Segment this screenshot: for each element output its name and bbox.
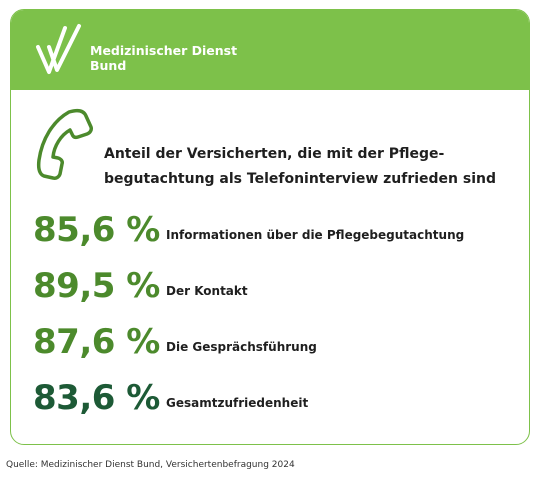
- stat-value: 85,6 %: [33, 210, 160, 250]
- stat-row-conversation: 87,6 % Die Gesprächsführung: [33, 319, 523, 365]
- brand-name-line1: Medizinischer Dienst: [90, 43, 238, 58]
- stat-value: 87,6 %: [33, 322, 160, 362]
- stat-value: 89,5 %: [33, 266, 160, 306]
- stat-row-information: 85,6 % Informationen über die Pflegebegu…: [33, 207, 523, 253]
- stat-label: Die Gesprächsführung: [166, 340, 317, 354]
- stat-value: 83,6 %: [33, 378, 160, 418]
- stat-label: Gesamtzufriedenheit: [166, 396, 309, 410]
- infographic-card: Medizinischer Dienst Bund Anteil der Ver…: [10, 9, 530, 445]
- phone-handset-icon: [36, 108, 93, 180]
- source-note: Quelle: Medizinischer Dienst Bund, Versi…: [6, 460, 295, 470]
- headline-line1: Anteil der Versicherten, die mit der Pfl…: [104, 146, 445, 162]
- stat-label: Der Kontakt: [166, 284, 248, 298]
- stat-label: Informationen über die Pflegebegutachtun…: [166, 228, 465, 242]
- checkmark-logo-icon: [36, 24, 81, 74]
- brand-name-line2: Bund: [90, 58, 127, 73]
- stat-row-overall: 83,6 % Gesamtzufriedenheit: [33, 375, 523, 421]
- headline-line2: begutachtung als Telefoninterview zufrie…: [104, 171, 497, 187]
- stat-row-contact: 89,5 % Der Kontakt: [33, 263, 523, 309]
- brand-header: Medizinischer Dienst Bund: [11, 10, 529, 90]
- brand-name: Medizinischer Dienst Bund: [90, 43, 237, 73]
- headline: Anteil der Versicherten, die mit der Pfl…: [104, 142, 514, 192]
